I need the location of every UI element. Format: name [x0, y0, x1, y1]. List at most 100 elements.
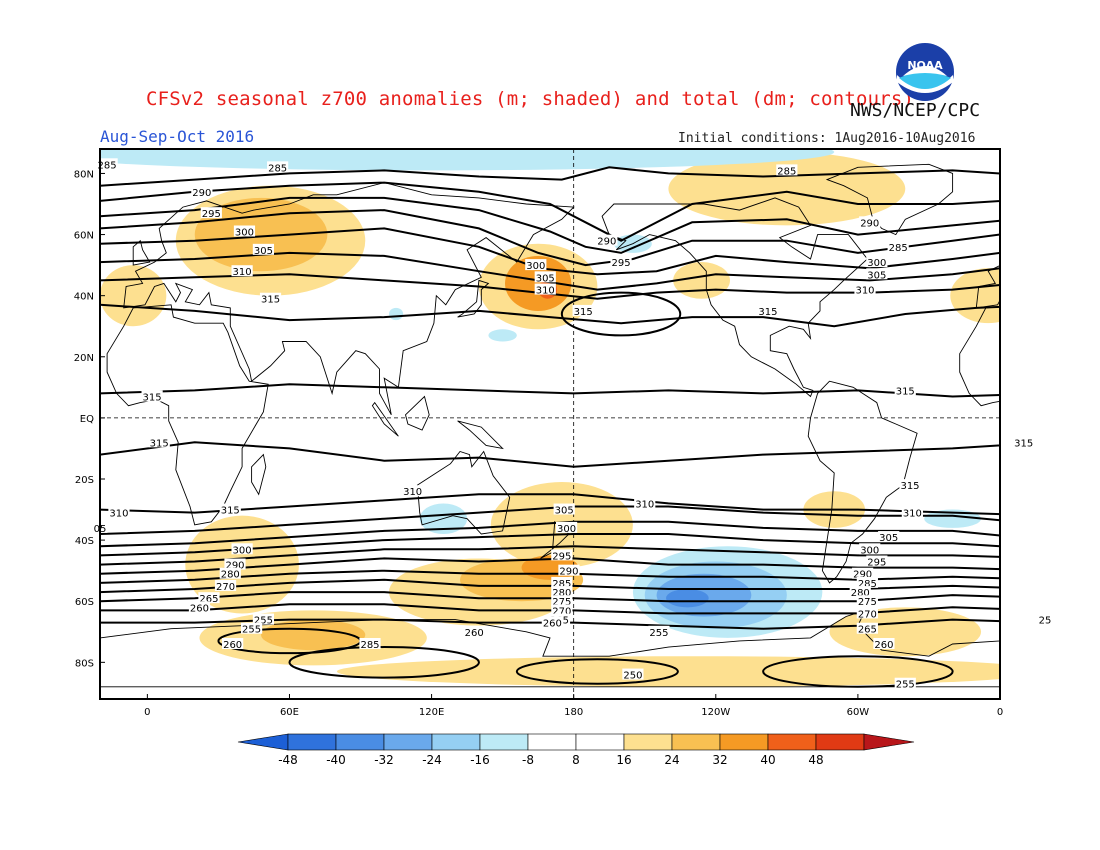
contour-label: 270 [216, 582, 235, 593]
contour-label: 300 [867, 258, 886, 269]
contour-label: 290 [860, 218, 879, 229]
anomaly-region [1017, 522, 1055, 620]
colorbar-box [287, 733, 337, 751]
colorbar-box [383, 733, 433, 751]
contour-label-bg [219, 567, 241, 579]
contour-line [100, 196, 1000, 254]
coast-island [132, 239, 151, 266]
contour-label: 300 [235, 228, 254, 239]
contour-label: 315 [900, 481, 919, 492]
coast-greenland [825, 163, 954, 236]
colorbar-label: -8 [522, 753, 534, 767]
forecast-period: Aug-Sep-Oct 2016 [100, 127, 255, 146]
anomaly-region [924, 509, 982, 528]
contour-label-bg [849, 586, 871, 598]
contour-line [100, 166, 1000, 187]
contour-label-bg [852, 567, 874, 579]
colorbar-high-arrow [863, 733, 915, 751]
contour-label-bg [854, 283, 876, 295]
contour-label-bg [252, 243, 275, 255]
contour-label: 290 [559, 567, 578, 578]
contour-label: 310 [536, 286, 555, 297]
contour-label-bg [859, 543, 881, 555]
contour-label: 255 [896, 680, 915, 691]
colorbar-box [335, 733, 385, 751]
contour-label-bg [219, 503, 241, 515]
colorbar-label: 32 [712, 753, 727, 767]
colorbar-box [527, 733, 577, 751]
contour-line [100, 303, 1000, 328]
lat-tick-label: 20S [75, 475, 94, 486]
anomaly-region [668, 152, 906, 226]
contour-label-bg [856, 595, 878, 607]
contour-label-bg [231, 265, 253, 277]
contour-label-bg [776, 164, 798, 176]
contour-label-bg [233, 225, 256, 237]
contour-label-bg [866, 555, 888, 567]
anomaly-region [388, 307, 404, 321]
contour-line [100, 251, 1000, 291]
contour-label: 250 [623, 671, 642, 682]
coast-island [404, 395, 430, 431]
colorbar-label: -24 [422, 753, 442, 767]
contour-labels: 285 2852902953003053103152852902953003053… [92, 158, 1053, 691]
contour-label: 290 [192, 188, 211, 199]
coast-island [457, 420, 504, 450]
lat-tick-label: 40N [74, 292, 94, 303]
contour-label: 25 [1039, 616, 1052, 627]
contour-label: 290 [853, 570, 872, 581]
contour-label: 315 [261, 295, 280, 306]
contour-label: 315 [1014, 438, 1033, 449]
contour-label: 270 [552, 606, 571, 617]
colorbar-box [719, 733, 769, 751]
colorbar-box [671, 733, 721, 751]
contour-label: 260 [190, 603, 209, 614]
contour-label-bg [757, 304, 779, 316]
contour-label: 300 [557, 524, 576, 535]
contour-label-bg [108, 506, 130, 518]
contour-label-bg [610, 256, 632, 268]
contour-label: 285 [268, 163, 287, 174]
contour-label-bg [856, 607, 878, 619]
contour-label: 260 [223, 640, 242, 651]
contour-label-bg [141, 390, 163, 402]
contour-line [100, 603, 1000, 615]
contour-line [560, 291, 682, 337]
contour-label-bg [553, 503, 575, 515]
contour-label-bg [634, 497, 656, 509]
contour-label-bg [899, 479, 921, 491]
anomaly-shading [100, 149, 1055, 699]
contour-label-bg [259, 292, 282, 304]
anomaly-region [950, 268, 1000, 324]
contour-label-bg [894, 677, 916, 689]
contour-line [100, 383, 1000, 398]
contour-line [100, 227, 1000, 276]
contour-line [515, 658, 679, 685]
colorbar-label: -32 [374, 753, 394, 767]
contour-label: 275 [858, 597, 877, 608]
contour-label-bg [1037, 613, 1053, 625]
contour-label: 305 [536, 273, 555, 284]
colorbar: -48 -40 -32 -24 -16 -8 8 16 24 32 40 48 [237, 733, 915, 767]
contour-label: 280 [552, 588, 571, 599]
contour-label: 285 [889, 243, 908, 254]
contour-label-bg [555, 521, 578, 533]
contour-label-bg [198, 592, 220, 604]
contour-label: 265 [858, 625, 877, 636]
contour-label: 275 [552, 597, 571, 608]
colorbar-low-arrow [237, 733, 289, 751]
contour-label: 310 [233, 267, 252, 278]
anomaly-region [488, 329, 517, 342]
contour-label: 255 [242, 625, 261, 636]
contour-label-bg [463, 625, 485, 637]
contour-label: 315 [896, 386, 915, 397]
contour-line [100, 181, 1000, 242]
contour-label-bg [534, 283, 556, 295]
reference-lines [100, 149, 1000, 699]
colorbar-box [767, 733, 817, 751]
colorbar-label: 48 [808, 753, 823, 767]
contour-label-bg [359, 638, 381, 649]
contour-label-bg [873, 638, 895, 649]
contour-label: 310 [855, 286, 874, 297]
